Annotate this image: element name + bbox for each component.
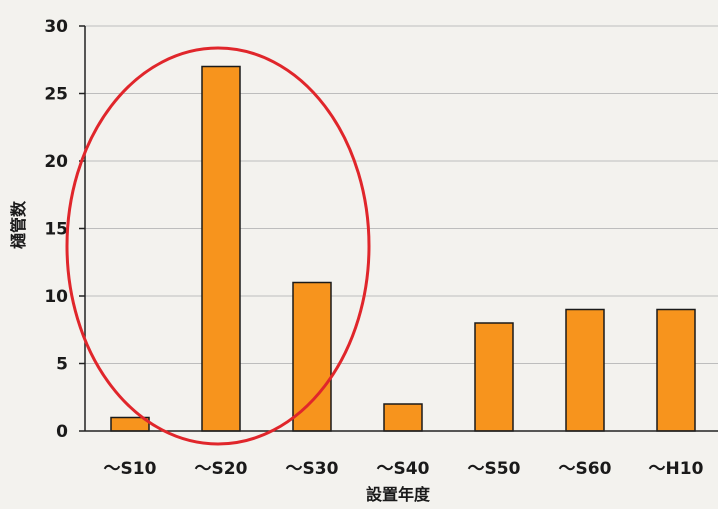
x-tick-label: ～S50 — [468, 459, 521, 479]
highlight-ellipse — [65, 46, 371, 446]
x-tick-label: ～S60 — [559, 459, 612, 479]
y-tick-label: 0 — [56, 422, 68, 442]
x-tick-labels: ～S10 ～S20 ～S30 ～S40 ～S50 ～S60 ～H10 — [104, 459, 704, 479]
bar — [474, 322, 514, 432]
y-tick-label: 15 — [44, 220, 68, 240]
y-tick-label: 5 — [56, 355, 68, 375]
x-tick-label: ～S30 — [286, 459, 339, 479]
y-tick-label: 10 — [44, 287, 68, 307]
bar — [383, 403, 423, 432]
y-axis-title: 樋管数 — [9, 200, 28, 249]
y-tick-label: 20 — [44, 152, 68, 172]
x-tick-label: ～H10 — [649, 459, 704, 479]
bar — [292, 281, 332, 432]
bar — [656, 308, 696, 432]
x-tick-label: ～S20 — [195, 459, 248, 479]
x-axis-title: 設置年度 — [366, 485, 431, 504]
y-tick-label: 30 — [44, 17, 68, 37]
y-tick-labels: 0 5 10 15 20 25 30 — [44, 17, 85, 442]
bar — [201, 65, 241, 432]
bar — [565, 308, 605, 432]
x-tick-label: ～S40 — [377, 459, 430, 479]
bars — [110, 65, 696, 432]
y-tick-label: 25 — [44, 85, 68, 105]
x-tick-label: ～S10 — [104, 459, 157, 479]
gridlines — [85, 25, 718, 364]
